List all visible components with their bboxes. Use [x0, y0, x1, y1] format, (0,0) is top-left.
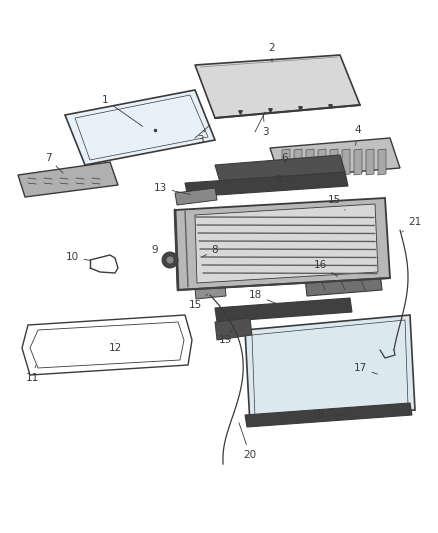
Polygon shape: [175, 198, 390, 290]
Polygon shape: [215, 155, 345, 182]
Text: 1: 1: [102, 95, 143, 126]
Text: 21: 21: [402, 217, 422, 232]
Text: 11: 11: [25, 365, 39, 383]
Circle shape: [166, 256, 174, 264]
Text: 15: 15: [327, 195, 345, 210]
Text: 17: 17: [353, 363, 378, 374]
Text: 20: 20: [239, 423, 257, 460]
Polygon shape: [245, 403, 412, 427]
Text: 4: 4: [355, 125, 361, 146]
Text: 5: 5: [275, 175, 281, 185]
Text: 12: 12: [108, 340, 122, 353]
Polygon shape: [354, 149, 362, 175]
Polygon shape: [185, 172, 348, 197]
Polygon shape: [195, 285, 226, 299]
Text: 2: 2: [268, 43, 276, 62]
Polygon shape: [215, 298, 352, 322]
Polygon shape: [270, 138, 400, 178]
Text: 3: 3: [197, 130, 205, 145]
Polygon shape: [306, 149, 314, 175]
Polygon shape: [305, 272, 382, 296]
Polygon shape: [294, 149, 302, 175]
Polygon shape: [282, 149, 290, 175]
Polygon shape: [330, 206, 361, 217]
Polygon shape: [330, 149, 338, 175]
Text: 13: 13: [153, 183, 190, 195]
Text: 8: 8: [202, 245, 218, 257]
Text: 9: 9: [152, 245, 163, 260]
Polygon shape: [342, 149, 350, 175]
Polygon shape: [18, 162, 118, 197]
Polygon shape: [175, 188, 217, 205]
Text: 16: 16: [313, 260, 338, 277]
Text: 3: 3: [261, 115, 268, 137]
Text: 19: 19: [219, 330, 232, 345]
Circle shape: [162, 252, 178, 268]
Polygon shape: [185, 256, 216, 280]
Polygon shape: [366, 149, 374, 175]
Polygon shape: [215, 318, 252, 340]
Text: 6: 6: [282, 153, 288, 163]
Polygon shape: [378, 149, 386, 175]
Polygon shape: [195, 204, 378, 283]
Text: 18: 18: [248, 290, 277, 304]
Polygon shape: [245, 315, 415, 425]
Polygon shape: [65, 90, 215, 165]
Polygon shape: [318, 149, 326, 175]
Text: 18: 18: [311, 410, 347, 420]
Text: 15: 15: [188, 294, 208, 310]
Text: 7: 7: [45, 153, 63, 173]
Polygon shape: [195, 55, 360, 118]
Text: 10: 10: [65, 252, 90, 262]
